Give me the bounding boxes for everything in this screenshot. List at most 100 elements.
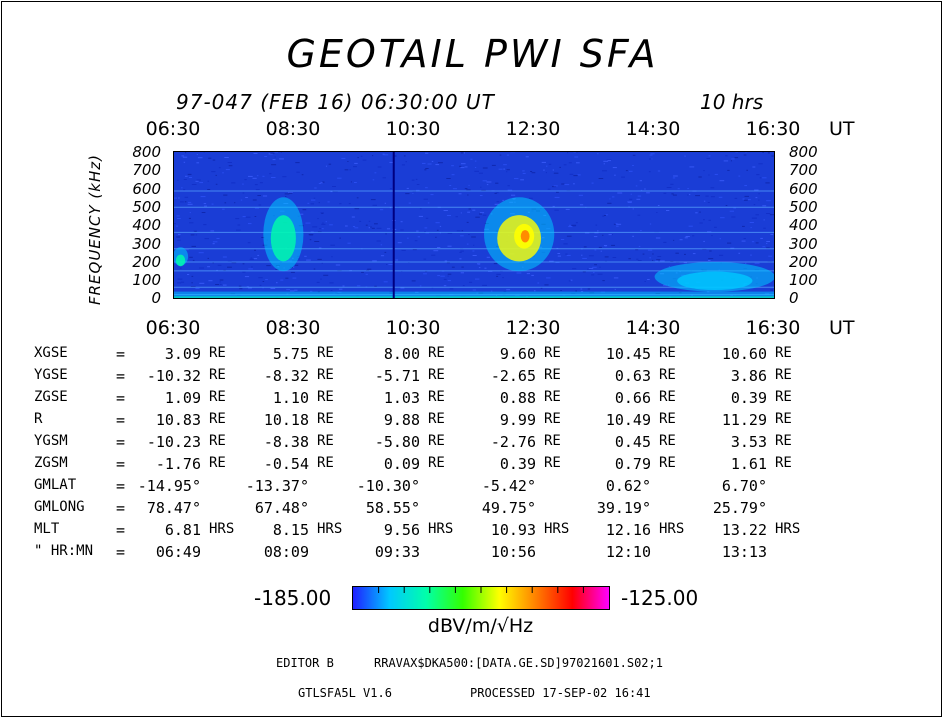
noise-pixel xyxy=(208,157,212,159)
noise-pixel xyxy=(250,257,253,259)
noise-pixel xyxy=(272,159,276,161)
noise-pixel xyxy=(461,266,464,268)
noise-pixel xyxy=(598,246,602,248)
noise-pixel xyxy=(329,282,334,284)
ephemeris-unit: RE xyxy=(428,389,445,405)
noise-pixel xyxy=(502,199,504,201)
noise-pixel xyxy=(531,274,534,276)
noise-pixel xyxy=(262,195,268,197)
noise-pixel xyxy=(446,262,450,264)
noise-pixel xyxy=(743,238,746,239)
time-axis-bottom: 06:30 08:30 10:30 12:30 14:30 16:30 UT xyxy=(0,317,945,341)
noise-pixel xyxy=(192,259,195,261)
noise-pixel xyxy=(292,266,295,268)
noise-pixel xyxy=(227,162,232,163)
noise-pixel xyxy=(320,278,322,280)
noise-pixel xyxy=(389,290,395,292)
ephemeris-value: 1.10 xyxy=(272,389,309,407)
noise-pixel xyxy=(330,290,333,291)
ephemeris-unit: RE xyxy=(317,367,334,383)
time-tick-label: 12:30 xyxy=(505,118,561,140)
noise-pixel xyxy=(597,273,603,275)
noise-pixel xyxy=(718,196,723,198)
noise-pixel xyxy=(199,282,205,284)
noise-pixel xyxy=(603,215,606,216)
ephemeris-unit: RE xyxy=(544,345,561,361)
noise-pixel xyxy=(247,242,251,244)
ephemeris-value: -8.32 xyxy=(263,367,309,385)
frequency-tick-left: 500 xyxy=(132,197,161,216)
noise-pixel xyxy=(750,227,752,229)
ephemeris-value: 08:09 xyxy=(263,543,309,561)
noise-pixel xyxy=(723,160,729,162)
noise-pixel xyxy=(238,285,242,287)
noise-pixel xyxy=(301,174,304,176)
noise-pixel xyxy=(368,227,370,229)
noise-pixel xyxy=(472,209,476,211)
noise-pixel xyxy=(309,234,313,236)
noise-pixel xyxy=(756,174,760,176)
ephemeris-unit: RE xyxy=(659,389,676,405)
noise-pixel xyxy=(553,185,558,187)
noise-pixel xyxy=(545,172,547,174)
noise-pixel xyxy=(568,162,572,164)
noise-pixel xyxy=(461,230,464,232)
noise-pixel xyxy=(325,165,328,167)
noise-pixel xyxy=(771,155,775,157)
noise-pixel xyxy=(181,187,183,189)
noise-pixel xyxy=(279,158,284,160)
noise-pixel xyxy=(486,184,489,186)
noise-pixel xyxy=(478,267,481,269)
noise-pixel xyxy=(719,254,724,256)
noise-pixel xyxy=(496,273,501,275)
noise-pixel xyxy=(177,179,179,181)
ephemeris-value: 1.03 xyxy=(383,389,420,407)
noise-pixel xyxy=(183,189,186,191)
noise-pixel xyxy=(574,156,579,158)
noise-pixel xyxy=(323,274,329,276)
noise-pixel xyxy=(276,282,278,284)
emission-core xyxy=(175,254,186,267)
frequency-tick-left: 700 xyxy=(132,161,161,180)
noise-pixel xyxy=(496,192,499,194)
ephemeris-value: 1.61 xyxy=(730,455,767,473)
noise-pixel xyxy=(482,284,487,286)
noise-pixel xyxy=(242,216,246,218)
noise-pixel xyxy=(271,164,277,166)
noise-pixel xyxy=(610,234,613,236)
noise-pixel xyxy=(699,211,701,213)
noise-pixel xyxy=(446,178,451,179)
noise-pixel xyxy=(256,175,259,177)
noise-pixel xyxy=(621,176,625,178)
ephemeris-value: 0.63 xyxy=(614,367,651,385)
noise-pixel xyxy=(424,169,427,171)
noise-pixel xyxy=(400,287,405,289)
noise-pixel xyxy=(321,228,324,230)
ephemeris-param-name: ZGSM xyxy=(34,455,68,471)
noise-pixel xyxy=(459,165,462,167)
ephemeris-unit: RE xyxy=(544,411,561,427)
noise-pixel xyxy=(207,257,209,259)
ephemeris-row: MLT = 6.81 HRS 8.15 HRS 9.56 HRS 10.93 HRS 12.16 HR… xyxy=(0,521,945,543)
ephemeris-unit: RE xyxy=(544,367,561,383)
noise-pixel xyxy=(360,155,363,157)
noise-pixel xyxy=(628,202,632,203)
noise-pixel xyxy=(580,288,583,290)
program-version: GTLSFA5L V1.6 xyxy=(298,686,392,700)
noise-pixel xyxy=(245,216,251,218)
noise-pixel xyxy=(496,201,500,203)
noise-pixel xyxy=(635,185,638,187)
noise-pixel xyxy=(424,231,426,233)
noise-pixel xyxy=(215,183,218,185)
noise-pixel xyxy=(196,154,198,155)
noise-pixel xyxy=(307,202,310,204)
noise-pixel xyxy=(217,264,222,266)
noise-pixel xyxy=(189,222,194,224)
noise-pixel xyxy=(425,187,428,189)
ephemeris-value: 39.19° xyxy=(596,499,651,517)
noise-pixel xyxy=(357,157,359,159)
noise-pixel xyxy=(383,154,389,156)
ephemeris-value: -10.32 xyxy=(146,367,201,385)
ephemeris-value: -14.95° xyxy=(137,477,201,495)
noise-pixel xyxy=(248,223,252,225)
